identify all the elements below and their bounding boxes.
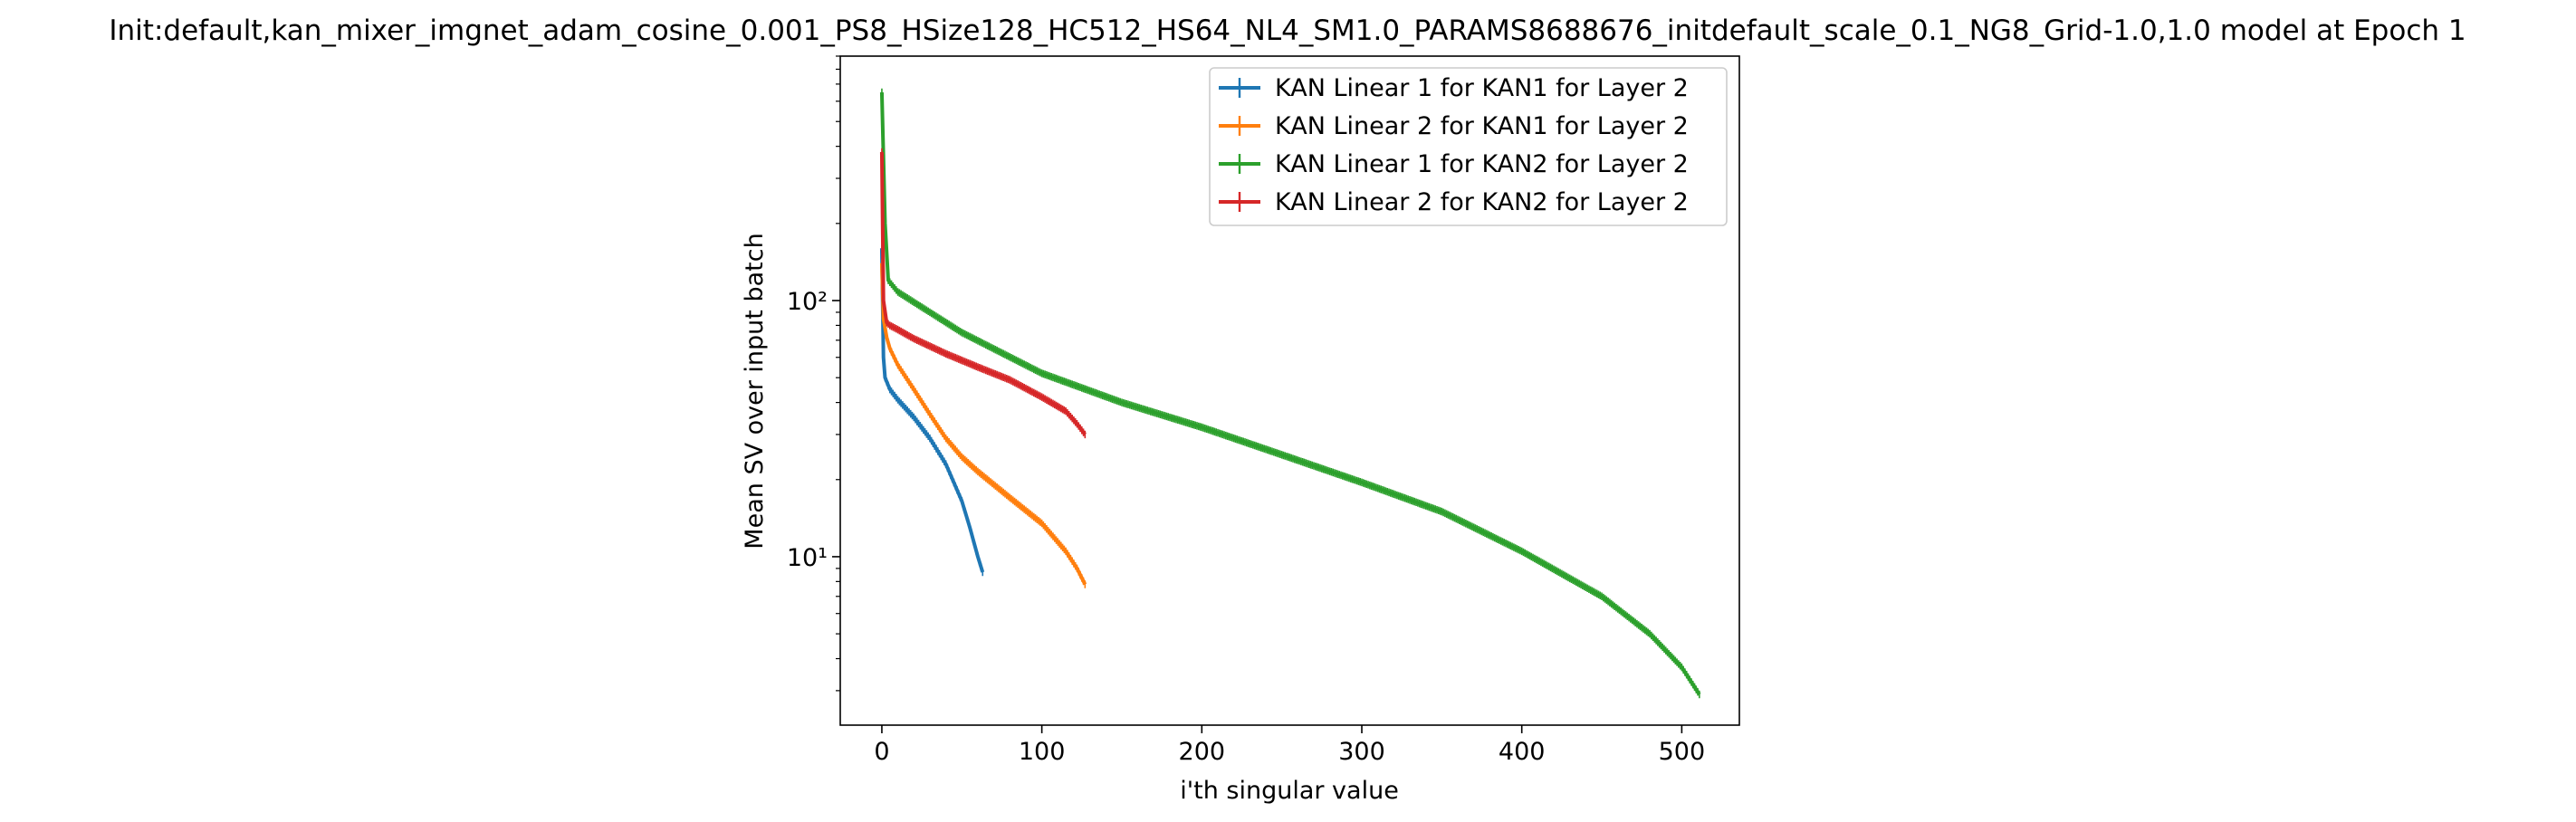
legend-item-1: KAN Linear 1 for KAN1 for Layer 2: [1219, 74, 1689, 102]
x-tick-label: 0: [874, 738, 889, 766]
x-axis: 0 100 200 300 400 500: [874, 725, 1705, 766]
series-2: [879, 259, 1087, 588]
plot-frame: [839, 55, 1740, 726]
series-4: [879, 148, 1087, 439]
legend-label: KAN Linear 1 for KAN1 for Layer 2: [1275, 74, 1689, 102]
legend-label: KAN Linear 2 for KAN2 for Layer 2: [1275, 188, 1689, 216]
x-tick-label: 300: [1338, 738, 1385, 766]
series-3: [879, 88, 1701, 699]
series-1-error-bars: [881, 244, 984, 577]
series-layer: [879, 88, 1701, 699]
x-tick-label: 200: [1179, 738, 1226, 766]
x-tick-label: 400: [1499, 738, 1546, 766]
x-axis-label: i'th singular value: [1180, 777, 1399, 805]
series-1-line: [879, 248, 985, 573]
chart-title: Init:default,kan_mixer_imgnet_adam_cosin…: [109, 14, 2466, 47]
series-3-error-bars: [881, 88, 1700, 699]
legend-item-4: KAN Linear 2 for KAN2 for Layer 2: [1219, 188, 1689, 216]
y-axis-label: Mean SV over input batch: [741, 233, 769, 549]
legend-item-3: KAN Linear 1 for KAN2 for Layer 2: [1219, 150, 1689, 178]
x-tick-label: 100: [1019, 738, 1066, 766]
legend-label: KAN Linear 1 for KAN2 for Layer 2: [1275, 150, 1689, 178]
legend: KAN Linear 1 for KAN1 for Layer 2 KAN Lin…: [1209, 67, 1728, 226]
series-4-line: [879, 151, 1087, 436]
x-tick-label: 500: [1659, 738, 1706, 766]
series-2-error-bars: [881, 259, 1087, 588]
series-1: [879, 244, 985, 577]
plot-area: [839, 55, 1740, 726]
y-axis: 10¹ 10²: [787, 55, 840, 692]
legend-label: KAN Linear 2 for KAN1 for Layer 2: [1275, 112, 1689, 140]
series-4-error-bars: [881, 148, 1087, 439]
y-tick-label: 10¹: [787, 544, 828, 572]
legend-item-2: KAN Linear 2 for KAN1 for Layer 2: [1219, 112, 1689, 140]
legend-box: [1209, 67, 1728, 226]
y-tick-label: 10²: [787, 288, 828, 316]
